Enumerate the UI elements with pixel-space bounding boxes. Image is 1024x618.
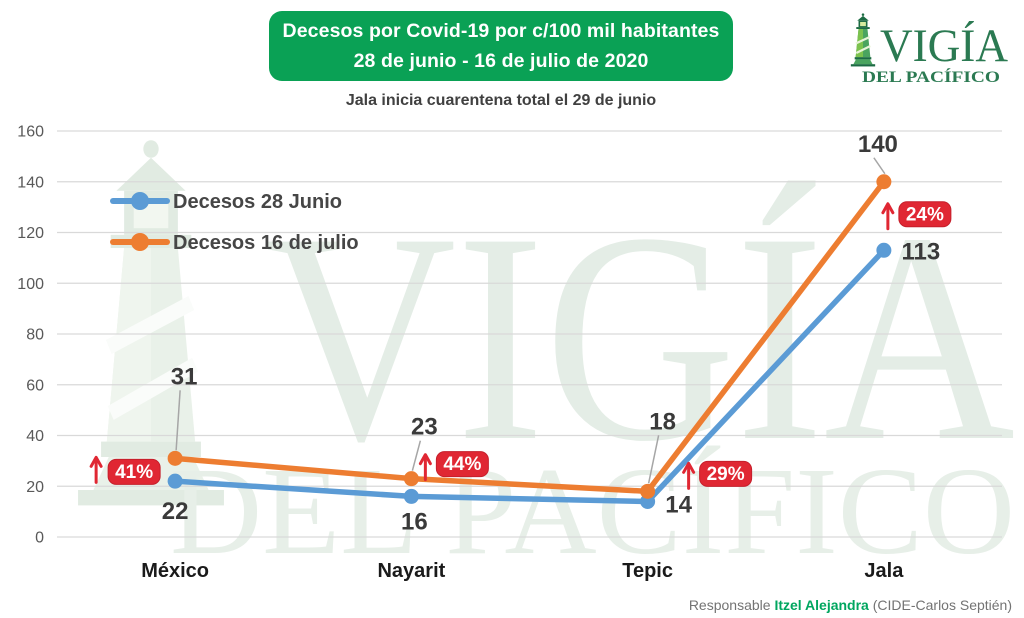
data-point bbox=[403, 488, 419, 504]
legend-item: Decesos 16 de julio bbox=[110, 232, 359, 254]
y-tick-label: 120 bbox=[17, 225, 44, 242]
x-axis-category-labels: México Nayarit Tepic Jala bbox=[141, 560, 904, 582]
data-value-label: 140 bbox=[858, 131, 898, 158]
title-banner: Decesos por Covid-19 por c/100 mil habit… bbox=[269, 11, 733, 81]
legend-marker bbox=[131, 233, 149, 251]
data-value-label: 14 bbox=[665, 491, 692, 518]
chart-subtitle: Jala inicia cuarentena total el 29 de ju… bbox=[345, 92, 657, 109]
pct-badge-label: 41% bbox=[115, 462, 153, 483]
credit-suffix: (CIDE-Carlos Septién) bbox=[872, 597, 1012, 613]
x-category-label: Jala bbox=[864, 560, 904, 582]
data-value-label: 18 bbox=[649, 408, 676, 435]
pct-badge-label: 29% bbox=[707, 464, 745, 485]
y-tick-label: 0 bbox=[35, 530, 44, 547]
data-point bbox=[167, 450, 183, 466]
data-point bbox=[403, 471, 419, 487]
credit-author: Itzel Alejandra bbox=[774, 597, 869, 613]
pct-badge: 29% bbox=[682, 460, 753, 490]
y-axis-tick-labels: 0 20 40 60 80 100 120 140 160 bbox=[17, 124, 44, 547]
pct-badge-label: 24% bbox=[906, 204, 944, 225]
gridlines bbox=[57, 130, 1002, 538]
data-point bbox=[640, 483, 656, 499]
y-tick-label: 60 bbox=[26, 377, 44, 394]
data-point bbox=[876, 174, 892, 190]
logo-tagline: DEL PACÍFICO bbox=[862, 67, 1000, 86]
leader-line bbox=[175, 390, 181, 451]
pct-badge: 41% bbox=[89, 455, 161, 485]
pct-badge-pill bbox=[898, 201, 952, 228]
y-tick-label: 80 bbox=[26, 327, 44, 344]
up-arrow-icon bbox=[881, 202, 895, 215]
data-value-labels: 22 16 14 113 31 23 18 140 bbox=[162, 131, 940, 536]
watermark-wordmark: VIGÍA bbox=[265, 171, 1015, 503]
series-line-1 bbox=[172, 179, 887, 495]
data-point bbox=[167, 473, 183, 489]
legend-label: Decesos 16 de julio bbox=[173, 232, 359, 254]
legend-label: Decesos 28 Junio bbox=[173, 191, 342, 213]
y-tick-label: 100 bbox=[17, 276, 44, 293]
up-arrow-icon bbox=[682, 461, 696, 474]
pct-badge-pill bbox=[107, 458, 161, 485]
pct-badge-pill bbox=[699, 460, 753, 487]
up-arrow-icon bbox=[418, 453, 432, 466]
legend-item: Decesos 28 Junio bbox=[110, 191, 342, 213]
y-tick-label: 40 bbox=[26, 428, 44, 445]
x-category-label: México bbox=[141, 560, 209, 582]
series-lines-and-points bbox=[167, 174, 892, 509]
data-value-label: 31 bbox=[171, 363, 198, 390]
credit-line: Responsable Itzel Alejandra (CIDE-Carlos… bbox=[689, 597, 1012, 613]
data-value-label: 23 bbox=[411, 414, 438, 441]
pct-badge: 24% bbox=[881, 201, 952, 231]
y-tick-label: 160 bbox=[17, 124, 44, 141]
logo-wordmark: VIGÍA bbox=[880, 20, 1008, 72]
x-category-label: Nayarit bbox=[377, 560, 445, 582]
title-line-2: 28 de junio - 16 de julio de 2020 bbox=[353, 50, 649, 72]
y-tick-label: 140 bbox=[17, 174, 44, 191]
y-tick-label: 20 bbox=[26, 479, 44, 496]
chart-legend: Decesos 28 Junio Decesos 16 de julio bbox=[110, 191, 359, 254]
pct-badge-label: 44% bbox=[443, 454, 481, 475]
title-line-1: Decesos por Covid-19 por c/100 mil habit… bbox=[282, 19, 720, 42]
label-leader-lines bbox=[175, 157, 886, 484]
up-arrow-icon bbox=[89, 455, 103, 468]
data-value-label: 113 bbox=[902, 238, 941, 265]
data-value-label: 22 bbox=[162, 498, 189, 525]
percent-change-badges: 41% 44% 29% 24% bbox=[89, 201, 952, 490]
legend-marker bbox=[131, 192, 149, 210]
pct-badge: 44% bbox=[418, 451, 489, 482]
data-point bbox=[876, 242, 892, 258]
pct-badge-pill bbox=[435, 451, 489, 478]
lighthouse-icon bbox=[850, 13, 876, 67]
leader-line bbox=[411, 440, 422, 471]
credit-prefix: Responsable bbox=[688, 597, 771, 613]
watermark-tagline: DEL PACÍFICO bbox=[170, 443, 1015, 581]
x-category-label: Tepic bbox=[622, 560, 673, 582]
brand-logo: VIGÍA DEL PACÍFICO bbox=[850, 13, 1008, 86]
series-line-0 bbox=[172, 247, 887, 505]
leader-line bbox=[647, 435, 660, 484]
data-value-label: 16 bbox=[401, 508, 428, 535]
leader-line bbox=[873, 157, 886, 175]
